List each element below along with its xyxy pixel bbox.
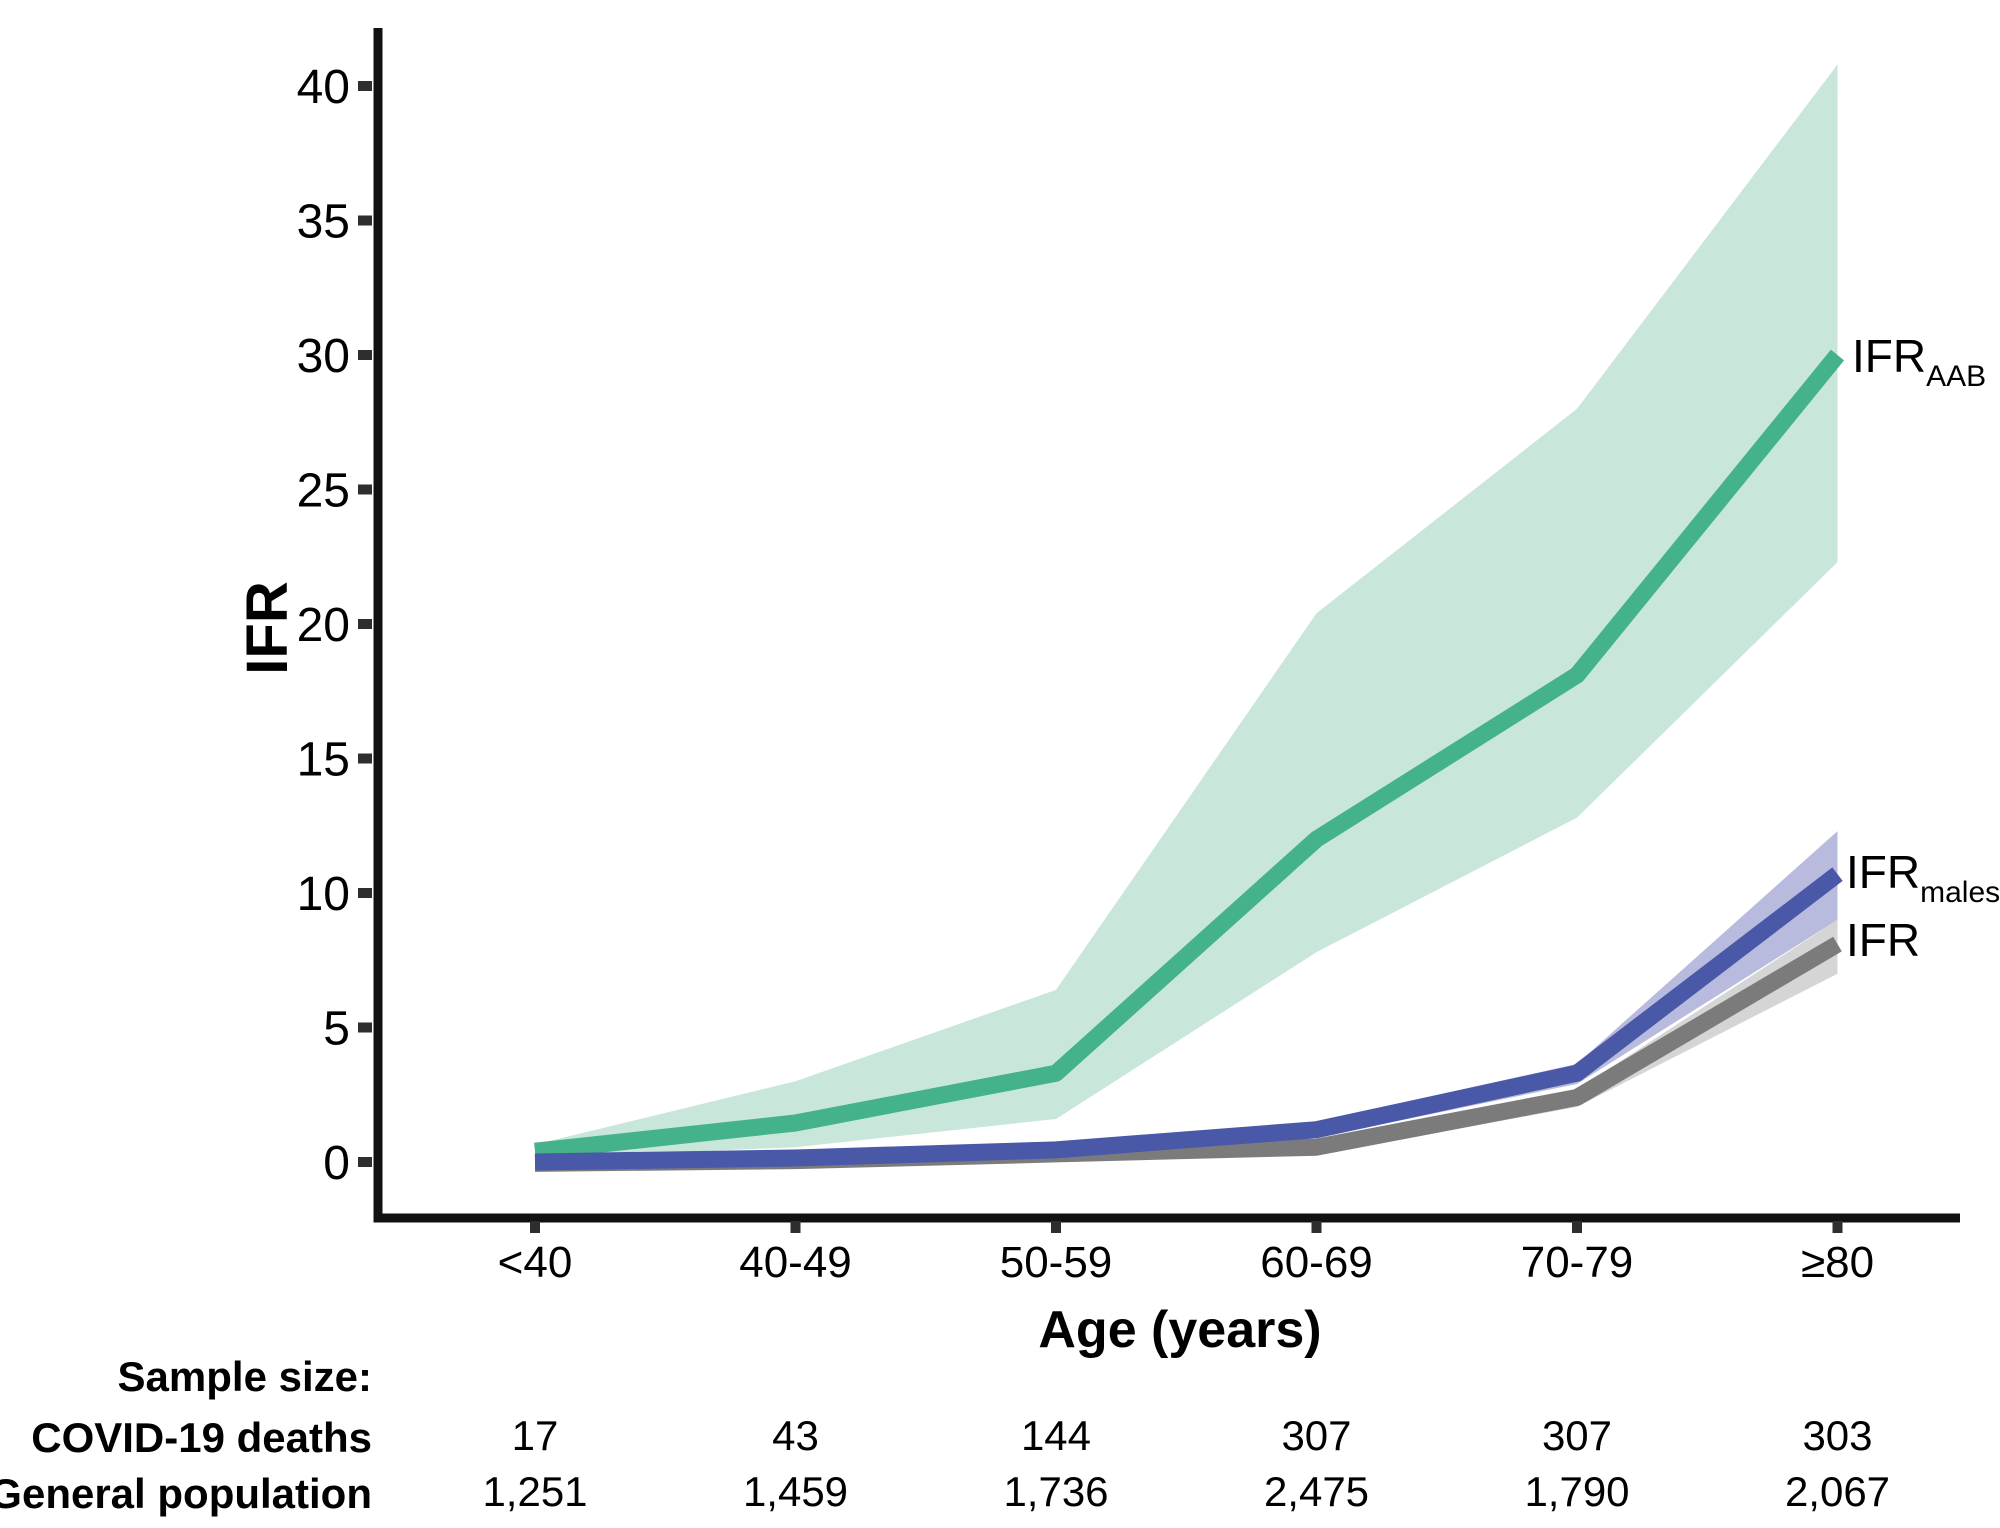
y-tick-40: 40 — [297, 61, 350, 114]
x-tick-60-69: 60-69 — [1260, 1238, 1373, 1287]
y-tick-mark — [358, 215, 372, 226]
y-tick-mark — [358, 619, 372, 629]
deaths-80plus: 303 — [1802, 1412, 1872, 1459]
pop-80plus: 2,067 — [1785, 1468, 1890, 1515]
y-tick-25: 25 — [297, 465, 350, 518]
y-tick-10: 10 — [297, 868, 350, 921]
table-row-deaths-label: COVID-19 deaths — [31, 1414, 372, 1461]
y-tick-0: 0 — [323, 1137, 350, 1190]
table-row-population-label: General population — [0, 1470, 372, 1517]
pop-60-69: 2,475 — [1264, 1468, 1369, 1515]
x-tick-mark — [790, 1221, 801, 1233]
x-tick-40-49: 40-49 — [739, 1238, 852, 1287]
label-ifr-overall: IFR — [1846, 914, 1920, 966]
series-layer — [534, 64, 1845, 1172]
y-tick-20: 20 — [297, 599, 350, 652]
y-tick-mark — [358, 753, 372, 764]
x-tick-70-79: 70-79 — [1521, 1238, 1634, 1287]
y-tick-mark — [358, 484, 372, 495]
y-tick-35: 35 — [297, 196, 350, 249]
deaths-60-69: 307 — [1281, 1412, 1351, 1459]
table-title: Sample size: — [118, 1353, 372, 1400]
y-tick-mark — [358, 1022, 372, 1033]
pop-40-49: 1,459 — [743, 1468, 848, 1515]
label-ifr-aab: IFRAAB — [1852, 330, 1986, 393]
IFR_AAB-confidence-band — [535, 64, 1838, 1158]
y-tick-30: 30 — [297, 330, 350, 383]
label-ifr-males: IFRmales — [1846, 846, 2000, 909]
x-tick-mark — [1572, 1221, 1582, 1233]
deaths-50-59: 144 — [1021, 1412, 1091, 1459]
x-tick-mark — [1051, 1221, 1061, 1233]
y-tick-5: 5 — [323, 1003, 350, 1056]
deaths-under40: 17 — [512, 1412, 559, 1459]
x-tick-under40: <40 — [498, 1238, 573, 1287]
pop-70-79: 1,790 — [1524, 1468, 1629, 1515]
y-tick-mark — [358, 81, 372, 91]
y-tick-mark — [358, 888, 372, 898]
deaths-70-79: 307 — [1542, 1412, 1612, 1459]
y-tick-15: 15 — [297, 734, 350, 787]
y-tick-mark — [358, 350, 372, 360]
IFR_AAB-line — [534, 349, 1845, 1160]
tick-marks — [358, 81, 1843, 1233]
x-axis-title: Age (years) — [1038, 1301, 1321, 1359]
x-tick-50-59: 50-59 — [1000, 1238, 1113, 1287]
x-tick-80plus: ≥80 — [1801, 1238, 1874, 1287]
deaths-40-49: 43 — [772, 1412, 819, 1459]
x-tick-mark — [1311, 1221, 1322, 1233]
pop-50-59: 1,736 — [1003, 1468, 1108, 1515]
x-tick-mark — [1832, 1221, 1843, 1233]
y-axis-title: IFR — [235, 581, 300, 674]
x-tick-mark — [530, 1221, 540, 1233]
pop-under40: 1,251 — [482, 1468, 587, 1515]
y-tick-mark — [358, 1157, 372, 1167]
IFR_males-line — [534, 867, 1843, 1171]
